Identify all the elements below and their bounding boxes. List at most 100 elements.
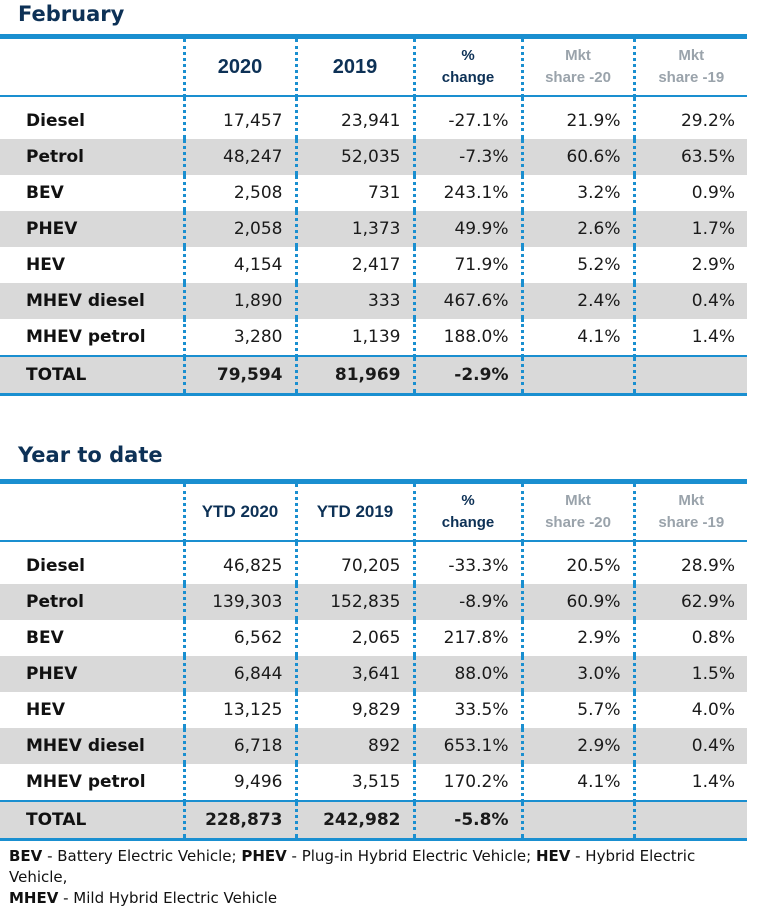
row-value: 81,969	[294, 355, 414, 396]
table-row: MHEV petrol 3,280 1,139 188.0% 4.1% 1.4%	[0, 319, 747, 356]
legend-phev-abbr: PHEV	[241, 847, 287, 865]
row-label: Petrol	[0, 584, 184, 620]
header-cell-2: 2019	[294, 38, 414, 97]
row-value: 2.6%	[520, 211, 634, 247]
row-value: 1,373	[294, 211, 414, 247]
ytd-title: Year to date	[18, 443, 163, 467]
row-value: 0.4%	[632, 728, 747, 764]
row-value: 3,515	[294, 764, 414, 801]
row-value	[520, 800, 634, 841]
row-value: 0.9%	[632, 175, 747, 211]
row-label: PHEV	[0, 211, 184, 247]
row-value: 48,247	[182, 139, 296, 175]
total-row: TOTAL 79,594 81,969 -2.9%	[0, 355, 747, 396]
row-value: 2.9%	[632, 247, 747, 283]
row-label: HEV	[26, 255, 65, 275]
row-value: 2.9%	[520, 728, 634, 764]
table-row: Petrol 48,247 52,035 -7.3% 60.6% 63.5%	[0, 139, 747, 175]
legend-bev-text: - Battery Electric Vehicle;	[42, 847, 242, 865]
legend-phev-text: - Plug-in Hybrid Electric Vehicle;	[286, 847, 536, 865]
row-label: TOTAL	[0, 355, 184, 396]
february-title: February	[18, 2, 125, 26]
row-value: -8.9%	[412, 584, 522, 620]
row-value: 46,825	[182, 541, 296, 584]
legend-mhev-abbr: MHEV	[9, 889, 59, 907]
row-value: 71.9%	[412, 247, 522, 283]
legend-bev-abbr: BEV	[9, 847, 43, 865]
row-value: 5.7%	[520, 692, 634, 728]
row-value: 1.7%	[632, 211, 747, 247]
row-value	[520, 355, 634, 396]
header-cell-1: 2020	[182, 38, 296, 97]
row-value: 13,125	[182, 692, 296, 728]
row-value: -27.1%	[412, 96, 522, 139]
row-label: Petrol	[0, 139, 184, 175]
row-value: 9,496	[182, 764, 296, 801]
row-value	[632, 355, 747, 396]
row-value: 0.4%	[632, 283, 747, 319]
row-value: 333	[294, 283, 414, 319]
row-value: 3,641	[294, 656, 414, 692]
header-cell-1: YTD 2020	[182, 483, 296, 542]
table-row: Petrol 139,303 152,835 -8.9% 60.9% 62.9%	[0, 584, 747, 620]
header-cell-4: Mkt share -20	[520, 483, 634, 542]
row-value: -2.9%	[412, 355, 522, 396]
table-row: MHEV diesel 1,890 333 467.6% 2.4% 0.4%	[0, 283, 747, 319]
row-value: 139,303	[182, 584, 296, 620]
row-value: 0.8%	[632, 620, 747, 656]
row-value: 1.4%	[632, 764, 747, 801]
row-value: 79,594	[182, 355, 296, 396]
row-value: 28.9%	[632, 541, 747, 584]
row-value: 49.9%	[412, 211, 522, 247]
row-value: -5.8%	[412, 800, 522, 841]
table-row: Diesel 17,457 23,941 -27.1% 21.9% 29.2%	[0, 96, 747, 139]
row-value: 60.6%	[520, 139, 634, 175]
row-label: PHEV	[0, 656, 184, 692]
row-value: 3.0%	[520, 656, 634, 692]
header-cell-3: % change	[412, 483, 522, 542]
header-cell-5: Mkt share -19	[632, 483, 747, 542]
row-value: 2,508	[182, 175, 296, 211]
row-value: 52,035	[294, 139, 414, 175]
table-row: PHEV 6,844 3,641 88.0% 3.0% 1.5%	[0, 656, 747, 692]
row-value: 6,718	[182, 728, 296, 764]
row-value: 4.1%	[520, 319, 634, 356]
header-cell-2: YTD 2019	[294, 483, 414, 542]
row-value: 4.1%	[520, 764, 634, 801]
row-label: Diesel	[26, 556, 85, 576]
row-value: -33.3%	[412, 541, 522, 584]
row-value: 170.2%	[412, 764, 522, 801]
row-value: -7.3%	[412, 139, 522, 175]
row-value: 3,280	[182, 319, 296, 356]
row-value: 1,890	[182, 283, 296, 319]
row-value: 62.9%	[632, 584, 747, 620]
row-value: 6,844	[182, 656, 296, 692]
row-value: 242,982	[294, 800, 414, 841]
table-row: HEV 4,154 2,417 71.9% 5.2% 2.9%	[0, 247, 747, 283]
row-value: 4,154	[182, 247, 296, 283]
row-value: 217.8%	[412, 620, 522, 656]
row-value: 4.0%	[632, 692, 747, 728]
row-label: BEV	[26, 628, 64, 648]
row-value: 2,065	[294, 620, 414, 656]
row-value: 228,873	[182, 800, 296, 841]
table-row: MHEV petrol 9,496 3,515 170.2% 4.1% 1.4%	[0, 764, 747, 801]
row-value	[632, 800, 747, 841]
row-label: MHEV petrol	[26, 327, 146, 347]
row-value: 5.2%	[520, 247, 634, 283]
row-value: 152,835	[294, 584, 414, 620]
row-value: 892	[294, 728, 414, 764]
table-row: BEV 6,562 2,065 217.8% 2.9% 0.8%	[0, 620, 747, 656]
row-value: 23,941	[294, 96, 414, 139]
row-value: 653.1%	[412, 728, 522, 764]
header-cell-5: Mkt share -19	[632, 38, 747, 97]
row-value: 29.2%	[632, 96, 747, 139]
february-table: 2020 2019% change Mkt share -20 Mkt share -19 D…	[0, 34, 747, 396]
row-value: 731	[294, 175, 414, 211]
table-row: BEV 2,508 731 243.1% 3.2% 0.9%	[0, 175, 747, 211]
row-value: 3.2%	[520, 175, 634, 211]
row-value: 63.5%	[632, 139, 747, 175]
table-row: MHEV diesel 6,718 892 653.1% 2.9% 0.4%	[0, 728, 747, 764]
row-value: 1.5%	[632, 656, 747, 692]
row-label: MHEV diesel	[0, 283, 184, 319]
